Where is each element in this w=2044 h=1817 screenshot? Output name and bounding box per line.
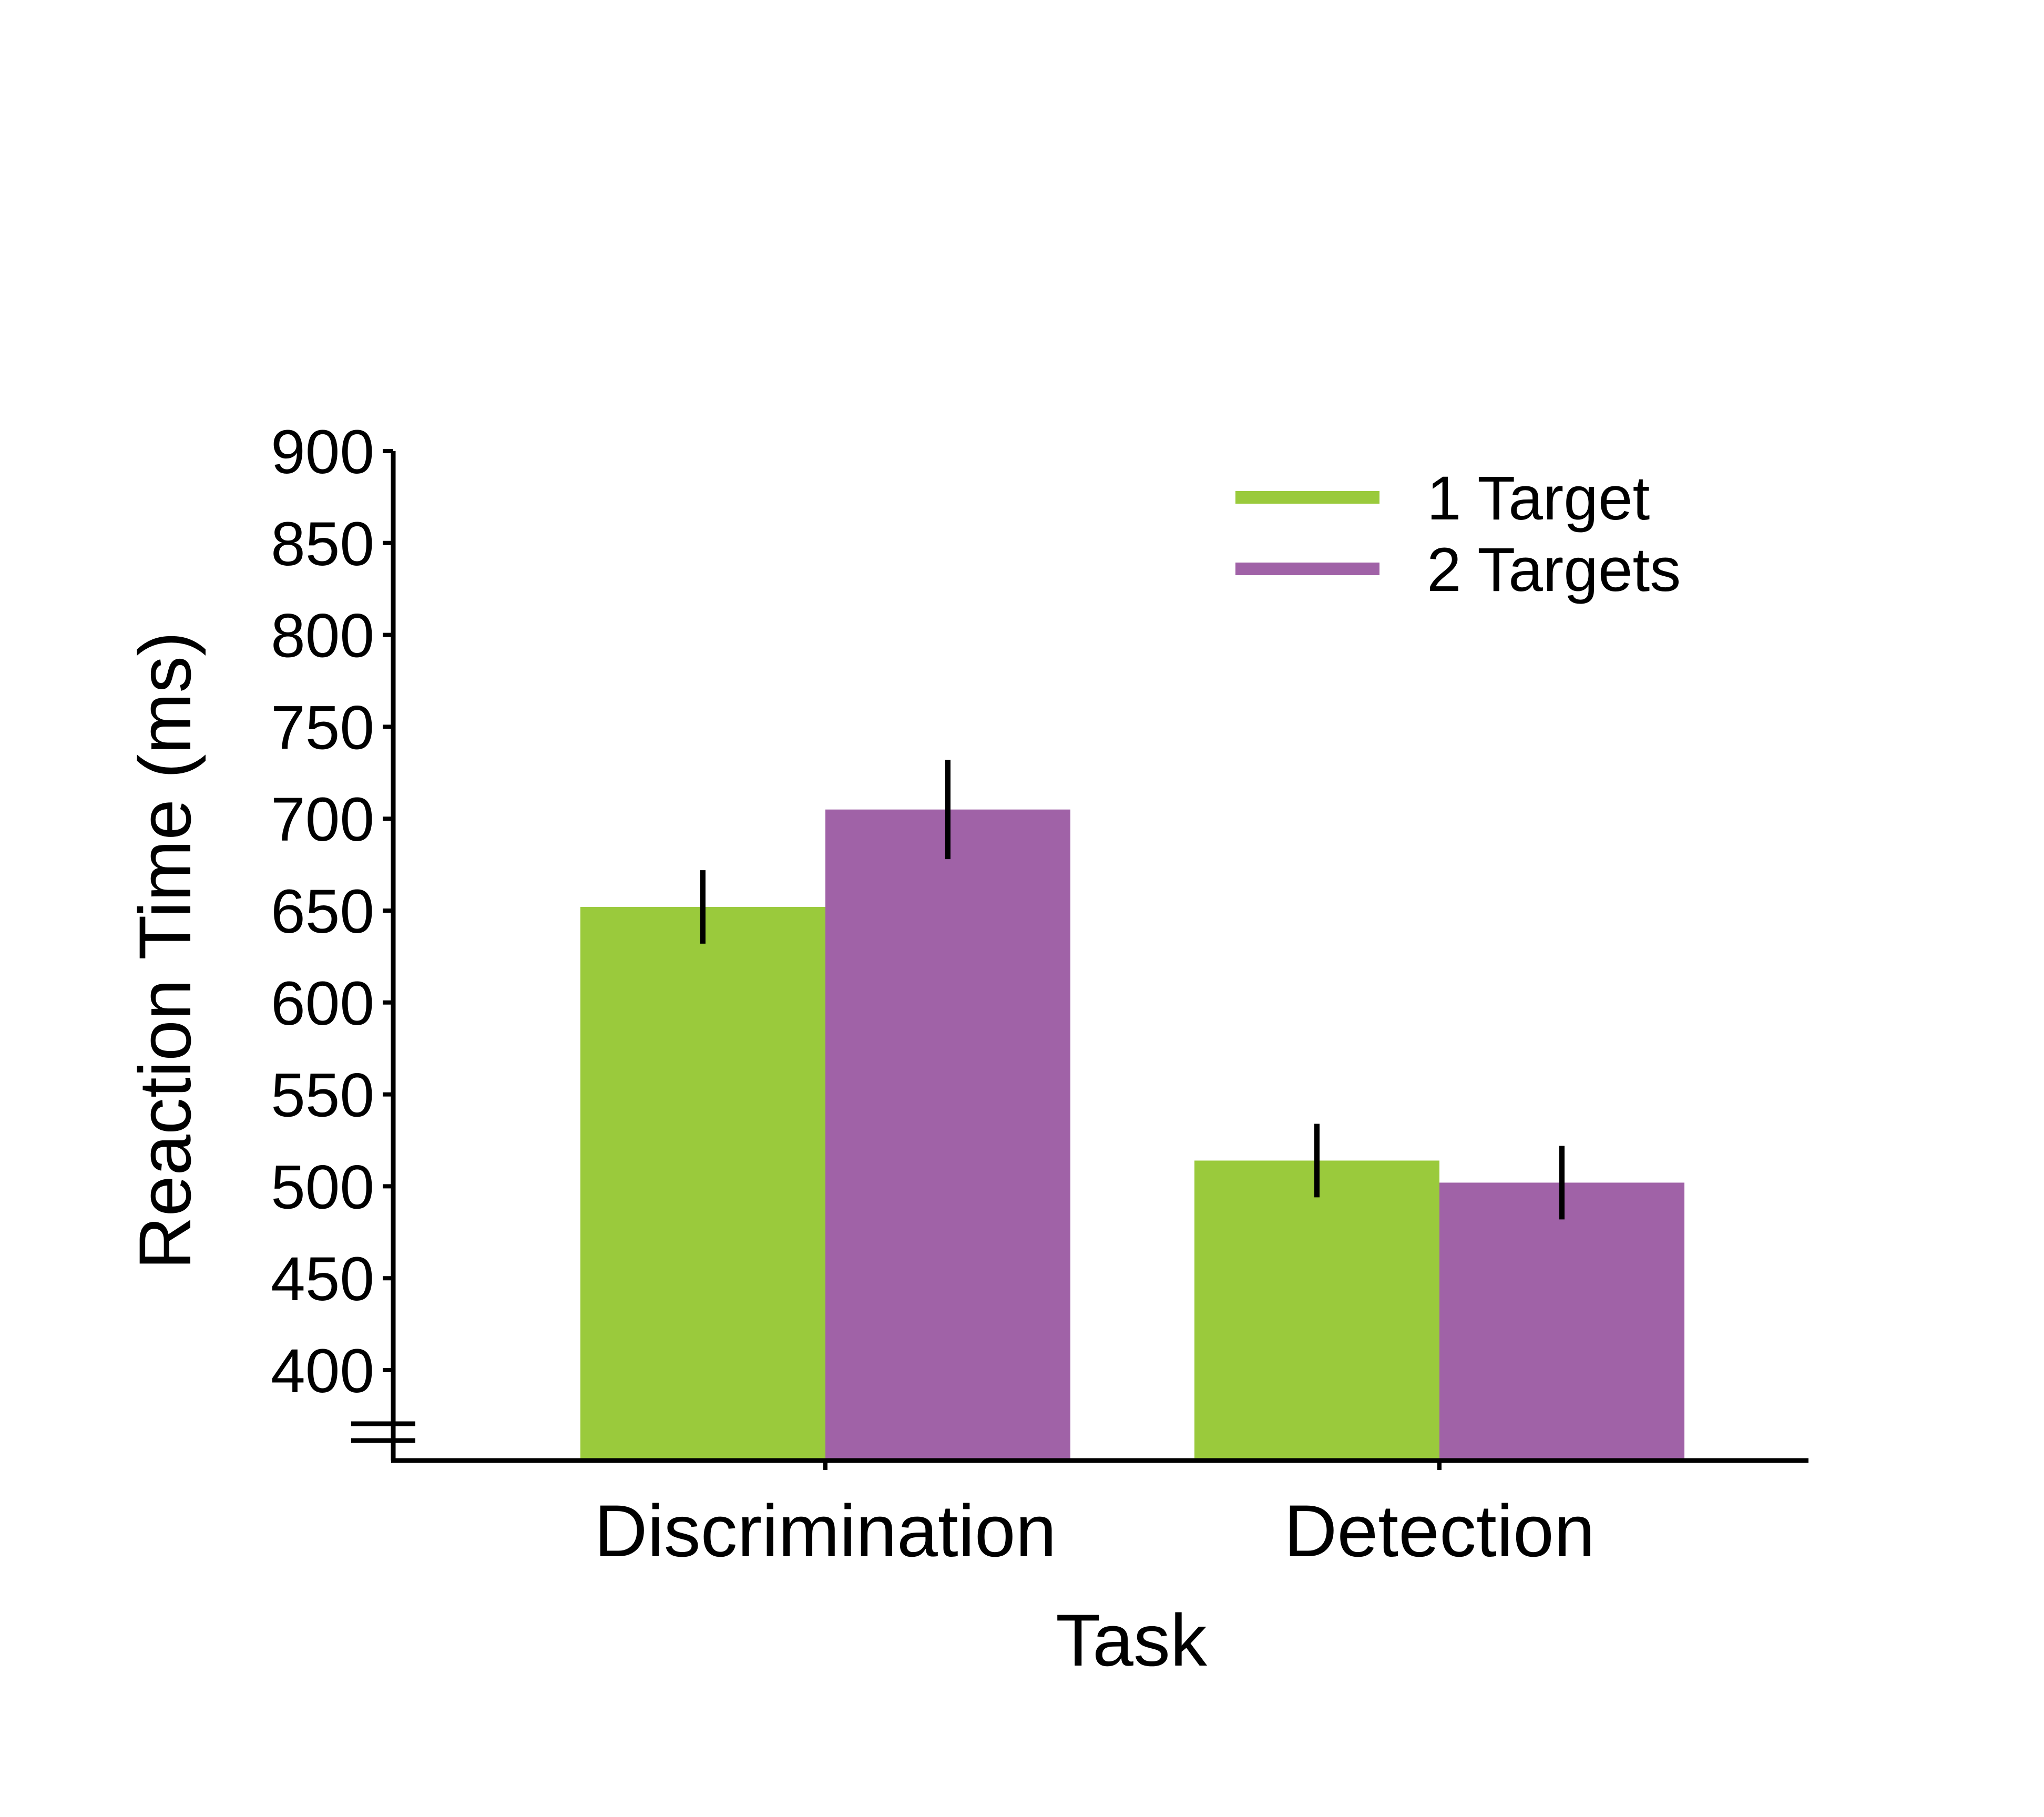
x-ticks-layer: Discrimination Detection	[594, 1461, 1595, 1572]
y-axis-title: Reaction Time (ms)	[124, 631, 206, 1270]
bar-detection-1	[1194, 1160, 1439, 1459]
bar-discrimination-1	[580, 907, 825, 1459]
x-axis-title: Task	[1056, 1599, 1208, 1681]
y-tick-label: 800	[271, 601, 374, 671]
y-tick-label: 650	[271, 877, 374, 946]
bar-detection-2	[1439, 1182, 1684, 1459]
x-tick-label: Discrimination	[594, 1489, 1056, 1572]
y-tick-label: 700	[271, 785, 374, 854]
y-tick-label: 600	[271, 969, 374, 1038]
y-tick-label: 750	[271, 693, 374, 762]
bars-layer	[580, 809, 1684, 1459]
x-tick-label: Detection	[1284, 1489, 1595, 1572]
legend-label-1: 1 Target	[1427, 464, 1650, 533]
y-tick-label: 500	[271, 1152, 374, 1222]
y-tick-label: 900	[271, 417, 374, 487]
y-tick-label: 450	[271, 1244, 374, 1314]
y-tick-label: 400	[271, 1336, 374, 1406]
y-ticks-layer: 400 450 500 550 600 650 700 750 800 850 900	[271, 417, 393, 1406]
error-bars-layer	[700, 760, 1565, 1220]
legend-label-2: 2 Targets	[1427, 535, 1681, 605]
y-tick-label: 550	[271, 1061, 374, 1130]
y-tick-label: 850	[271, 509, 374, 579]
axes-layer	[351, 451, 1808, 1463]
bar-discrimination-2	[825, 809, 1070, 1459]
